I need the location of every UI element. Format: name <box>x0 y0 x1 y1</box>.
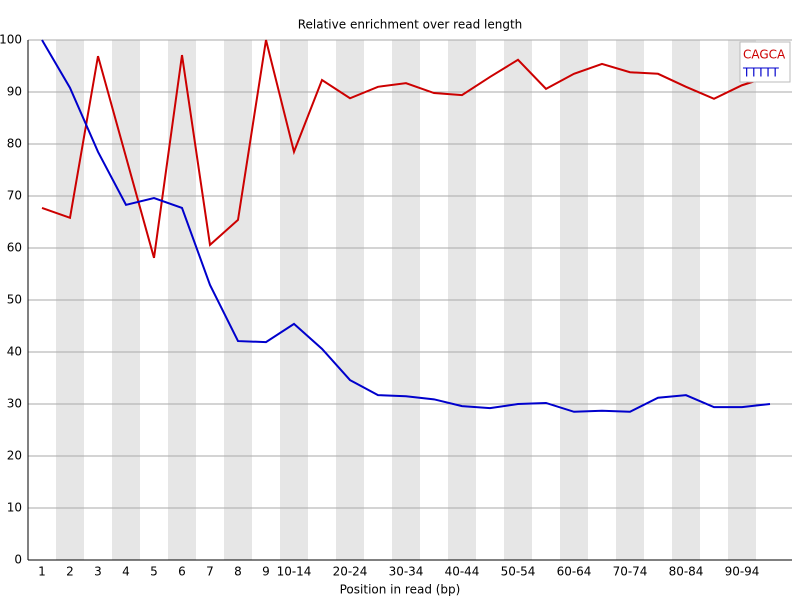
y-tick-label: 10 <box>7 501 22 515</box>
x-tick-label: 2 <box>66 565 74 579</box>
x-tick-label: 4 <box>122 565 130 579</box>
x-tick-label: 40-44 <box>445 565 480 579</box>
y-tick-label: 100 <box>0 33 22 47</box>
x-tick-label: 10-14 <box>277 565 312 579</box>
x-tick-label: 70-74 <box>613 565 648 579</box>
x-tick-label: 30-34 <box>389 565 424 579</box>
x-tick-label: 6 <box>178 565 186 579</box>
y-tick-label: 80 <box>7 137 22 151</box>
x-tick-label: 90-94 <box>725 565 760 579</box>
x-tick-label: 3 <box>94 565 102 579</box>
y-tick-label: 60 <box>7 241 22 255</box>
y-tick-label: 30 <box>7 397 22 411</box>
x-axis-label: Position in read (bp) <box>340 583 461 597</box>
chart-title: Relative enrichment over read length <box>298 18 523 32</box>
y-tick-label: 40 <box>7 345 22 359</box>
legend-label: CAGCA <box>743 48 786 62</box>
y-tick-label: 90 <box>7 85 22 99</box>
x-tick-label: 5 <box>150 565 158 579</box>
x-tick-label: 1 <box>38 565 46 579</box>
x-tick-label: 60-64 <box>557 565 592 579</box>
x-tick-label: 9 <box>262 565 270 579</box>
y-tick-label: 0 <box>14 553 22 567</box>
legend-label: TTTTT <box>742 66 779 80</box>
y-tick-label: 70 <box>7 189 22 203</box>
y-tick-label: 50 <box>7 293 22 307</box>
legend-box <box>739 41 791 83</box>
y-tick-label: 20 <box>7 449 22 463</box>
line-series <box>41 39 771 259</box>
x-tick-label: 20-24 <box>333 565 368 579</box>
x-tick-label: 8 <box>234 565 242 579</box>
line-series <box>41 39 771 413</box>
x-tick-label: 80-84 <box>669 565 704 579</box>
x-tick-label: 7 <box>206 565 214 579</box>
x-tick-label: 50-54 <box>501 565 536 579</box>
